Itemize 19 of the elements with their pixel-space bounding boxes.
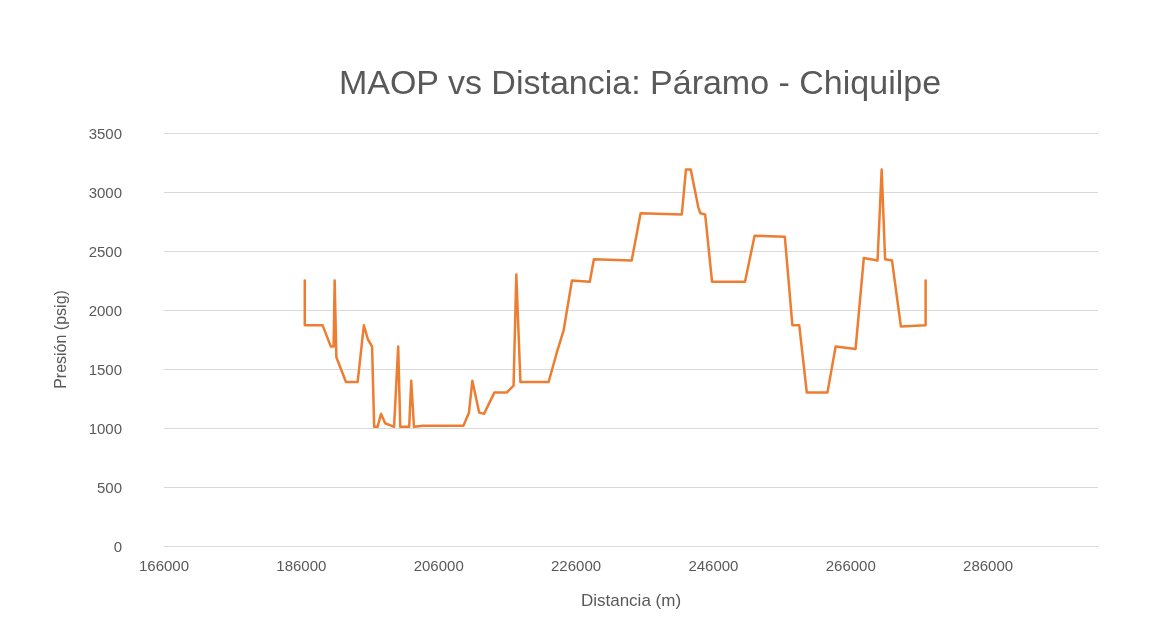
y-tick-label: 500 — [96, 478, 122, 496]
y-tick-label: 3500 — [88, 124, 122, 142]
x-tick-label: 286000 — [963, 557, 1014, 574]
y-tick-label: 2000 — [88, 301, 122, 319]
x-tick-label: 246000 — [688, 557, 739, 574]
x-axis-title: Distancia (m) — [580, 591, 682, 610]
line-series — [303, 168, 927, 429]
x-tick-label: 226000 — [551, 557, 602, 574]
x-tick-label: 186000 — [276, 557, 327, 574]
y-axis-title: Presión (psig) — [51, 290, 69, 389]
x-tick-label: 206000 — [413, 557, 464, 574]
y-tick-label: 1500 — [88, 360, 122, 378]
y-tick-label: 1000 — [88, 419, 122, 437]
y-tick-label: 3000 — [88, 183, 122, 201]
chart-title: MAOP vs Distancia: Páramo - Chiquilpe — [338, 63, 942, 101]
x-tick-label: 266000 — [825, 557, 876, 574]
y-tick-label: 0 — [113, 537, 122, 555]
x-tick-label: 166000 — [138, 557, 190, 574]
y-tick-label: 2500 — [88, 242, 122, 260]
